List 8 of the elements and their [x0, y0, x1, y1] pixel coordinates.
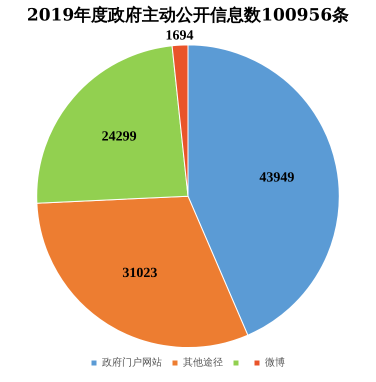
data-label: 1694	[166, 28, 194, 44]
data-label: 24299	[102, 130, 137, 145]
legend-label: 其他途径	[183, 356, 223, 369]
data-label: 31023	[122, 266, 158, 281]
legend-label: 政府门户网站	[102, 356, 162, 369]
chart-title: 2019年度政府主动公开信息数100956条	[26, 6, 350, 26]
legend-label: 微博	[265, 356, 285, 369]
data-label: 43949	[259, 170, 294, 186]
